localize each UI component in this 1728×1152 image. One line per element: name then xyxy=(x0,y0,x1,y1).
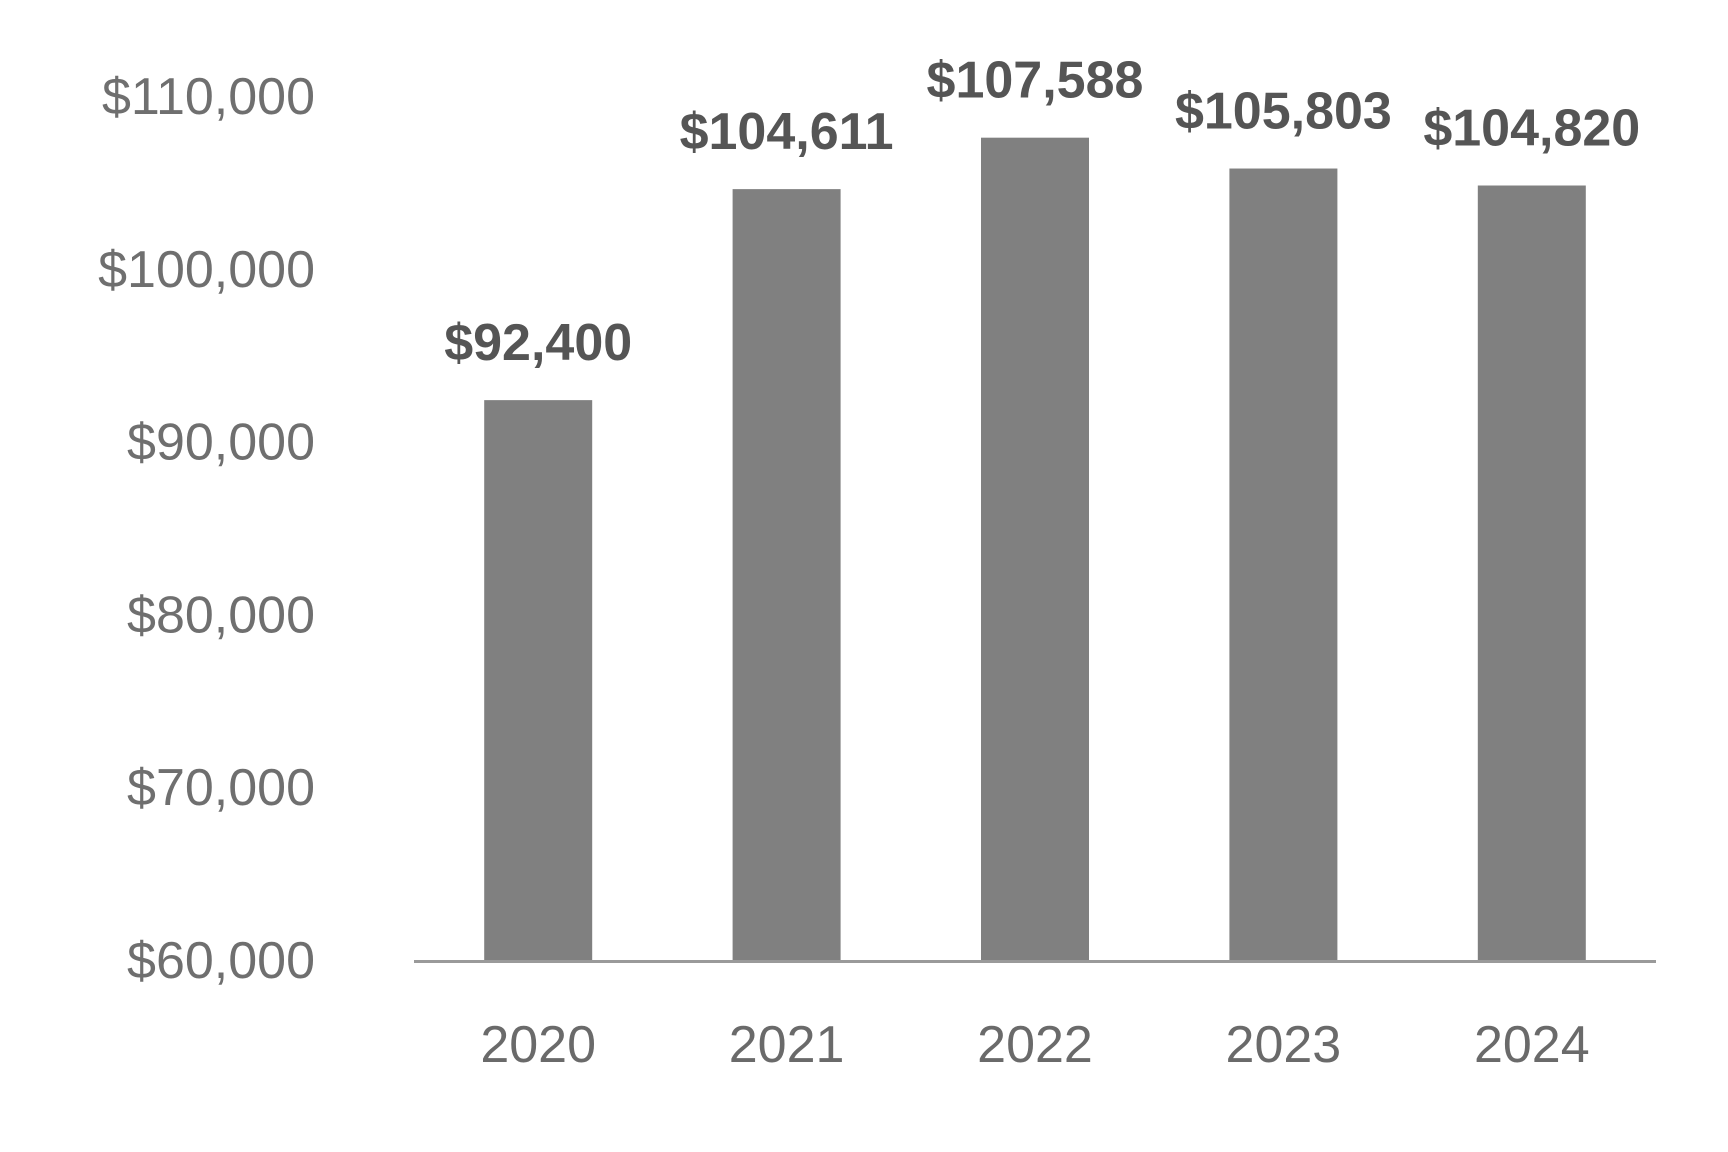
x-tick-label-2024: 2024 xyxy=(1474,1016,1590,1074)
data-labels: $92,400 $104,611 $107,588 $105,803 $104,820 xyxy=(444,52,1640,372)
data-label-2024: $104,820 xyxy=(1423,100,1640,158)
y-tick-label: $60,000 xyxy=(127,932,315,990)
bar-2020 xyxy=(484,400,593,960)
x-tick-label-2020: 2020 xyxy=(480,1016,596,1074)
x-axis-category-labels: 2020 2021 2022 2023 2024 xyxy=(480,1016,1589,1074)
y-tick-label: $90,000 xyxy=(127,414,315,472)
x-tick-label-2022: 2022 xyxy=(977,1016,1093,1074)
bar-2022 xyxy=(981,137,1089,960)
bar-2021 xyxy=(732,189,841,960)
y-tick-label: $100,000 xyxy=(98,241,315,299)
y-tick-label: $110,000 xyxy=(102,68,315,126)
data-label-2021: $104,611 xyxy=(680,103,894,161)
bars xyxy=(484,137,1586,961)
x-tick-label-2023: 2023 xyxy=(1226,1016,1342,1074)
y-tick-label: $80,000 xyxy=(127,586,315,644)
bar-2023 xyxy=(1229,168,1338,960)
y-tick-label: $70,000 xyxy=(127,759,315,817)
data-label-2020: $92,400 xyxy=(444,314,632,372)
x-tick-label-2021: 2021 xyxy=(729,1016,845,1074)
data-label-2023: $105,803 xyxy=(1175,83,1392,141)
y-axis-tick-labels: $60,000 $70,000 $80,000 $90,000 $100,000 $110… xyxy=(98,68,315,990)
data-label-2022: $107,588 xyxy=(927,52,1144,110)
bar-2024 xyxy=(1477,185,1586,961)
